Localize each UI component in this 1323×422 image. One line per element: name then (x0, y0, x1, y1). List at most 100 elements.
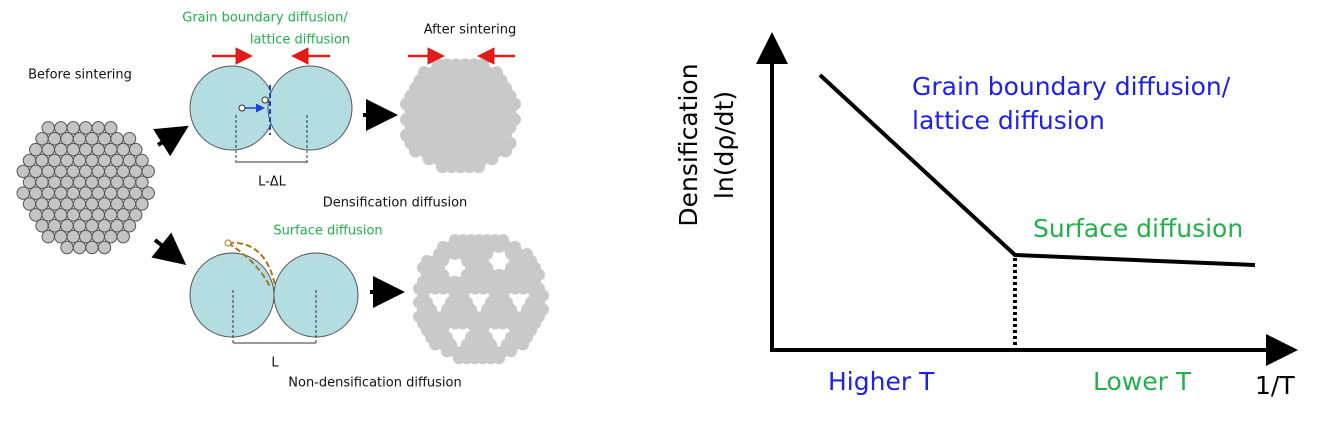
particle (505, 345, 517, 358)
particle (135, 153, 149, 168)
particle (141, 164, 155, 179)
particle (122, 132, 137, 146)
particle (47, 153, 62, 168)
particle (72, 197, 87, 211)
particle (54, 164, 68, 179)
particle (54, 229, 68, 244)
particle (110, 132, 124, 146)
particle-clusters (16, 58, 549, 365)
particle (35, 153, 49, 168)
particle (116, 186, 130, 200)
particle (91, 186, 105, 200)
densification-label: Densification diffusion (323, 196, 468, 211)
particle (35, 219, 49, 233)
particle (72, 240, 87, 255)
particle (104, 164, 118, 179)
particle (35, 197, 49, 211)
particle (22, 175, 37, 189)
particle (91, 229, 105, 244)
before-label: Before sintering (28, 68, 132, 83)
particle (445, 160, 458, 174)
particle (66, 142, 80, 157)
particle (60, 175, 74, 189)
particle (41, 142, 55, 157)
particle (110, 219, 124, 233)
particle (66, 208, 80, 222)
particle (85, 240, 99, 255)
particle (97, 132, 112, 146)
particle (97, 240, 112, 255)
particle (104, 142, 118, 157)
particle (454, 160, 467, 174)
particle (66, 121, 80, 135)
particle (104, 229, 118, 244)
surface-grains (189, 252, 359, 338)
particle (97, 197, 112, 211)
particle (41, 208, 55, 222)
particle (104, 186, 118, 200)
particle (463, 160, 476, 174)
particle (22, 197, 37, 211)
particle (54, 121, 68, 135)
surface-details (224, 239, 317, 345)
y-label-2: ln(dρ/dt) (710, 91, 739, 199)
particle (436, 160, 449, 174)
particle (47, 219, 62, 233)
particle (485, 152, 499, 166)
plot-axes (756, 32, 1298, 366)
particle (104, 121, 118, 135)
particle (54, 208, 68, 222)
particle (472, 160, 485, 174)
particle (60, 153, 74, 168)
particle (35, 175, 49, 189)
particle (29, 208, 43, 222)
particle (60, 197, 74, 211)
particle (85, 153, 99, 168)
particle (116, 142, 130, 157)
particle (85, 197, 99, 211)
particle (97, 219, 112, 233)
particle (72, 175, 87, 189)
particle (129, 142, 143, 157)
particle (110, 197, 124, 211)
after-label: After sintering (424, 23, 517, 38)
particle (517, 338, 529, 351)
particle (16, 186, 30, 200)
particle (493, 352, 505, 365)
particle (122, 197, 137, 211)
particle (66, 164, 80, 179)
particle (122, 175, 137, 189)
shrunk-length: L-ΔL (258, 175, 287, 190)
particle (41, 121, 55, 135)
particle (29, 142, 43, 157)
plot-surface-label: Surface diffusion (1033, 214, 1243, 243)
particle (122, 153, 137, 168)
particle (422, 152, 436, 166)
particle (72, 153, 87, 168)
particle (79, 186, 93, 200)
particle (141, 186, 155, 200)
particle (135, 197, 149, 211)
particle (122, 219, 137, 233)
particle (135, 175, 149, 189)
particle (54, 186, 68, 200)
surface-label: Surface diffusion (273, 224, 382, 239)
particle (129, 164, 143, 179)
plot-grain-label-1: Grain boundary diffusion/ (912, 72, 1231, 101)
x-label: 1/T (1255, 371, 1295, 400)
particle (22, 153, 37, 168)
particle (60, 240, 74, 255)
particle (29, 164, 43, 179)
particle (16, 164, 30, 179)
particle (41, 229, 55, 244)
dense-details (235, 85, 308, 165)
particle (72, 132, 87, 146)
particle (60, 132, 74, 146)
trend-line (818, 73, 1256, 267)
particle (409, 144, 422, 158)
particle (47, 197, 62, 211)
particle (91, 121, 105, 135)
length-label: L (271, 356, 279, 371)
particle (91, 164, 105, 179)
particle (85, 219, 99, 233)
